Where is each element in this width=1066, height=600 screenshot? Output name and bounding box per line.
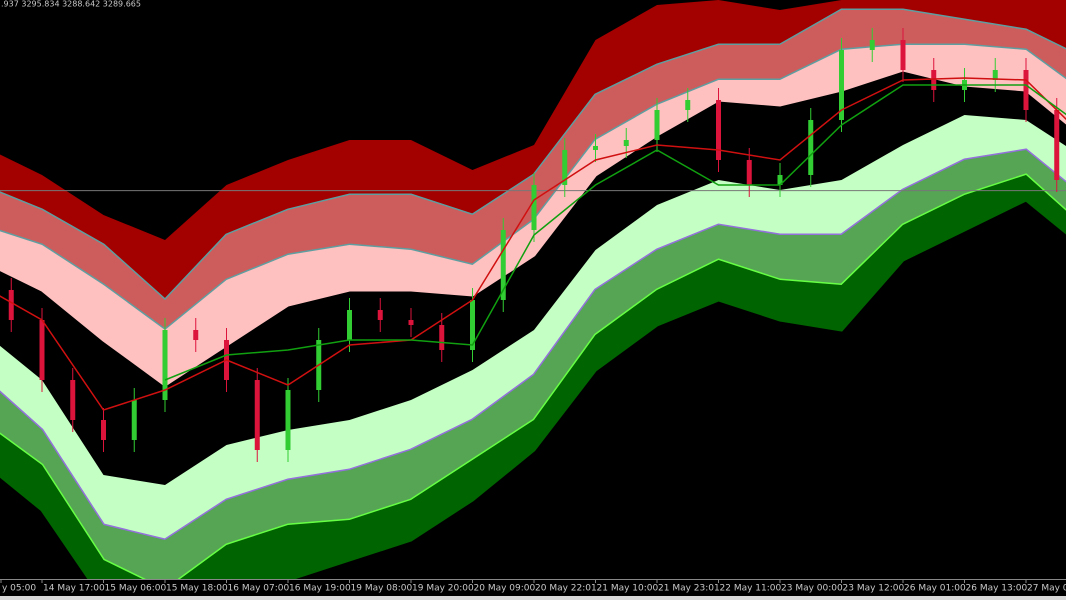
candle-body <box>869 40 875 50</box>
x-tick-label: 16 May 19:00 <box>289 584 351 594</box>
x-tick-label: 15 May 18:00 <box>166 584 228 594</box>
candle-body <box>470 300 475 350</box>
x-tick-label: 15 May 06:00 <box>105 584 167 594</box>
candle-body <box>254 380 260 450</box>
x-tick-label: 22 May 11:00 <box>720 584 782 594</box>
x-tick-label: 20 May 09:00 <box>474 584 536 594</box>
x-tick-label: 23 May 00:00 <box>781 584 843 594</box>
candle-body <box>685 100 691 110</box>
x-tick-label: 21 May 10:00 <box>597 584 659 594</box>
candle-body <box>193 330 199 340</box>
band-edge <box>0 198 1066 579</box>
band-area <box>0 175 1066 579</box>
candle-body <box>39 320 45 380</box>
candle-body <box>777 175 783 185</box>
tab-bar <box>0 596 1066 600</box>
x-tick-label: 27 May 04:0 <box>1027 584 1066 594</box>
candle-body <box>162 330 168 400</box>
band-area <box>0 115 1066 540</box>
candle-body <box>131 400 137 440</box>
x-tick-label: 21 May 23:01 <box>658 584 720 594</box>
moving-average <box>164 84 1066 381</box>
candle-body <box>931 70 937 90</box>
candle-body <box>654 110 660 140</box>
candle-body <box>500 230 506 300</box>
candle-body <box>900 40 906 70</box>
x-tick-label: y 05:00 <box>2 584 36 594</box>
x-tick-label: 23 May 12:00 <box>843 584 905 594</box>
candle-body <box>70 380 76 420</box>
band-area <box>0 0 1066 300</box>
candle-body <box>593 146 598 150</box>
candle-body <box>347 310 352 340</box>
candle-body <box>1054 110 1060 180</box>
x-tick-label: 19 May 08:00 <box>351 584 413 594</box>
x-axis-strip <box>0 579 1066 600</box>
band-area <box>0 45 1066 385</box>
x-tick-label: 20 May 22:01 <box>535 584 597 594</box>
candle-body <box>8 290 14 320</box>
candle-body <box>101 420 106 440</box>
candle-body <box>716 100 721 160</box>
candle-body <box>1023 70 1029 110</box>
candle-body <box>285 390 291 450</box>
moving-average <box>0 77 1066 411</box>
band-area <box>0 150 1066 579</box>
ohlc-header: .937 3295.834 3288.642 3289.665 <box>1 0 141 9</box>
candle-body <box>746 160 752 185</box>
candle-body <box>839 50 844 120</box>
x-tick-label: 14 May 17:00 <box>43 584 105 594</box>
x-tick-label: 16 May 07:00 <box>228 584 290 594</box>
candle-body <box>439 325 445 350</box>
x-tick-label: 26 May 13:00 <box>966 584 1028 594</box>
x-tick-label: 26 May 01:00 <box>904 584 966 594</box>
candle-body <box>531 185 537 230</box>
candle-body <box>562 150 568 185</box>
candle-body <box>992 70 998 80</box>
x-tick-label: 19 May 20:00 <box>412 584 474 594</box>
candle-body <box>377 310 383 320</box>
candle-body <box>623 140 629 146</box>
candle-body <box>408 320 414 325</box>
band-area <box>0 10 1066 330</box>
candle-body <box>808 120 814 175</box>
